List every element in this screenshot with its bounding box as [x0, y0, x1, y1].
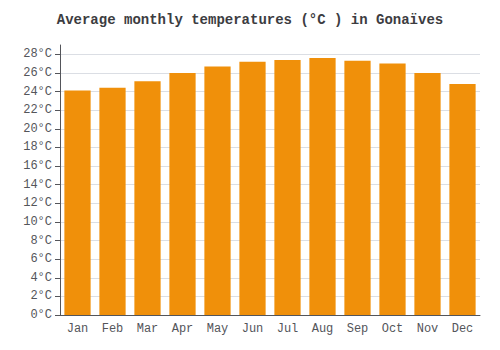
- svg-text:14°C: 14°C: [23, 178, 52, 192]
- svg-text:24°C: 24°C: [23, 85, 52, 99]
- svg-text:12°C: 12°C: [23, 196, 52, 210]
- svg-text:16°C: 16°C: [23, 159, 52, 173]
- svg-text:6°C: 6°C: [30, 252, 52, 266]
- svg-text:2°C: 2°C: [30, 289, 52, 303]
- svg-text:0°C: 0°C: [30, 308, 52, 322]
- svg-text:4°C: 4°C: [30, 271, 52, 285]
- svg-text:10°C: 10°C: [23, 215, 52, 229]
- svg-text:8°C: 8°C: [30, 234, 52, 248]
- svg-text:Jul: Jul: [277, 322, 299, 336]
- svg-text:26°C: 26°C: [23, 66, 52, 80]
- svg-text:Dec: Dec: [452, 322, 474, 336]
- svg-text:28°C: 28°C: [23, 47, 52, 61]
- svg-text:May: May: [207, 322, 229, 336]
- svg-text:Jan: Jan: [67, 322, 89, 336]
- svg-text:Average monthly temperatures (: Average monthly temperatures (°C ) in Go…: [57, 12, 443, 28]
- svg-text:Aug: Aug: [312, 322, 334, 336]
- svg-text:Jun: Jun: [242, 322, 264, 336]
- svg-text:Apr: Apr: [172, 322, 194, 336]
- svg-text:Mar: Mar: [137, 322, 159, 336]
- svg-text:Sep: Sep: [347, 322, 369, 336]
- svg-text:18°C: 18°C: [23, 140, 52, 154]
- svg-text:Oct: Oct: [382, 322, 404, 336]
- svg-text:Nov: Nov: [417, 322, 439, 336]
- svg-text:Feb: Feb: [102, 322, 124, 336]
- svg-text:22°C: 22°C: [23, 103, 52, 117]
- svg-text:20°C: 20°C: [23, 122, 52, 136]
